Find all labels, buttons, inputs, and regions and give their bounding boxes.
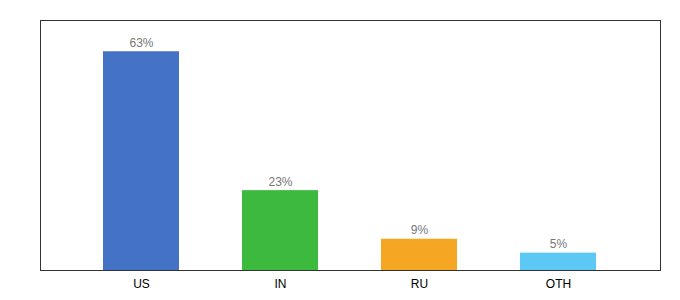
svg-text:RU: RU — [411, 277, 428, 291]
svg-text:US: US — [133, 277, 150, 291]
svg-text:5%: 5% — [550, 237, 568, 251]
svg-text:IN: IN — [275, 277, 287, 291]
svg-text:63%: 63% — [129, 36, 153, 50]
svg-text:9%: 9% — [411, 223, 429, 237]
svg-text:OTH: OTH — [546, 277, 571, 291]
svg-text:23%: 23% — [268, 175, 292, 189]
